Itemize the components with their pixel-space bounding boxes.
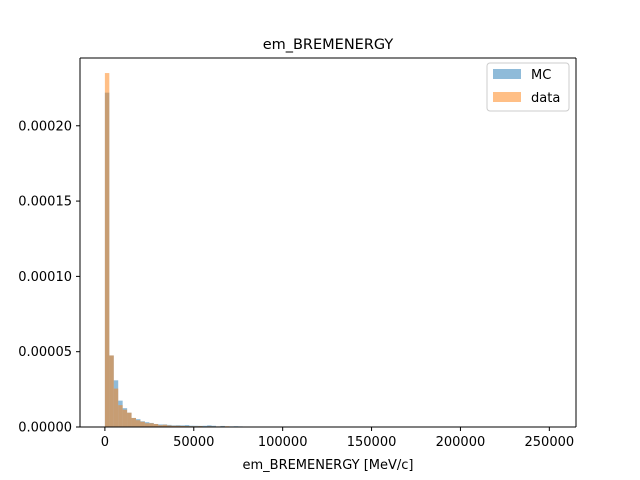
x-tick-label: 200000: [436, 435, 486, 450]
series-data-bars: [104, 73, 550, 428]
bar-data: [158, 425, 163, 427]
bar-data: [162, 424, 168, 427]
bar-data: [180, 425, 185, 427]
legend: MC data: [486, 62, 570, 112]
y-tick-label: 0.00000: [18, 421, 72, 436]
bar-data: [176, 425, 181, 427]
bar-data: [136, 420, 141, 427]
bar-data: [131, 417, 136, 427]
bar-mc: [202, 425, 208, 427]
x-tick-label: 0: [101, 435, 109, 450]
bar-data: [118, 405, 123, 427]
legend-label-data: data: [531, 91, 560, 106]
bar-data: [113, 388, 119, 427]
bar-data: [144, 423, 150, 427]
x-tick-label: 150000: [347, 435, 397, 450]
y-tick-label: 0.00005: [18, 345, 72, 360]
legend-swatch-mc: [493, 69, 521, 79]
chart-title: em_BREMENERGY: [263, 37, 394, 53]
bar-data: [104, 73, 110, 428]
legend-swatch-data: [493, 92, 521, 102]
bar-data: [153, 423, 159, 427]
legend-label-mc: MC: [531, 68, 551, 83]
bar-data: [122, 409, 128, 427]
x-tick-label: 50000: [173, 435, 214, 450]
bar-data: [140, 421, 145, 427]
x-axis-label: em_BREMENERGY [MeV/c]: [242, 458, 413, 473]
bar-data: [171, 425, 176, 427]
x-tick-label: 250000: [525, 435, 575, 450]
bar-data: [167, 425, 172, 427]
y-tick-label: 0.00010: [18, 270, 72, 285]
bar-mc: [184, 425, 190, 427]
y-tick-label: 0.00015: [18, 195, 72, 210]
bar-data: [127, 412, 132, 427]
y-tick-label: 0.00020: [18, 119, 72, 134]
bar-mc: [207, 425, 212, 427]
x-tick-label: 100000: [258, 435, 308, 450]
bar-data: [149, 423, 154, 427]
bar-data: [109, 355, 114, 427]
axes-layer: 0 50000 100000 150000 200000 250000 0.00000 0.0…: [18, 57, 577, 450]
